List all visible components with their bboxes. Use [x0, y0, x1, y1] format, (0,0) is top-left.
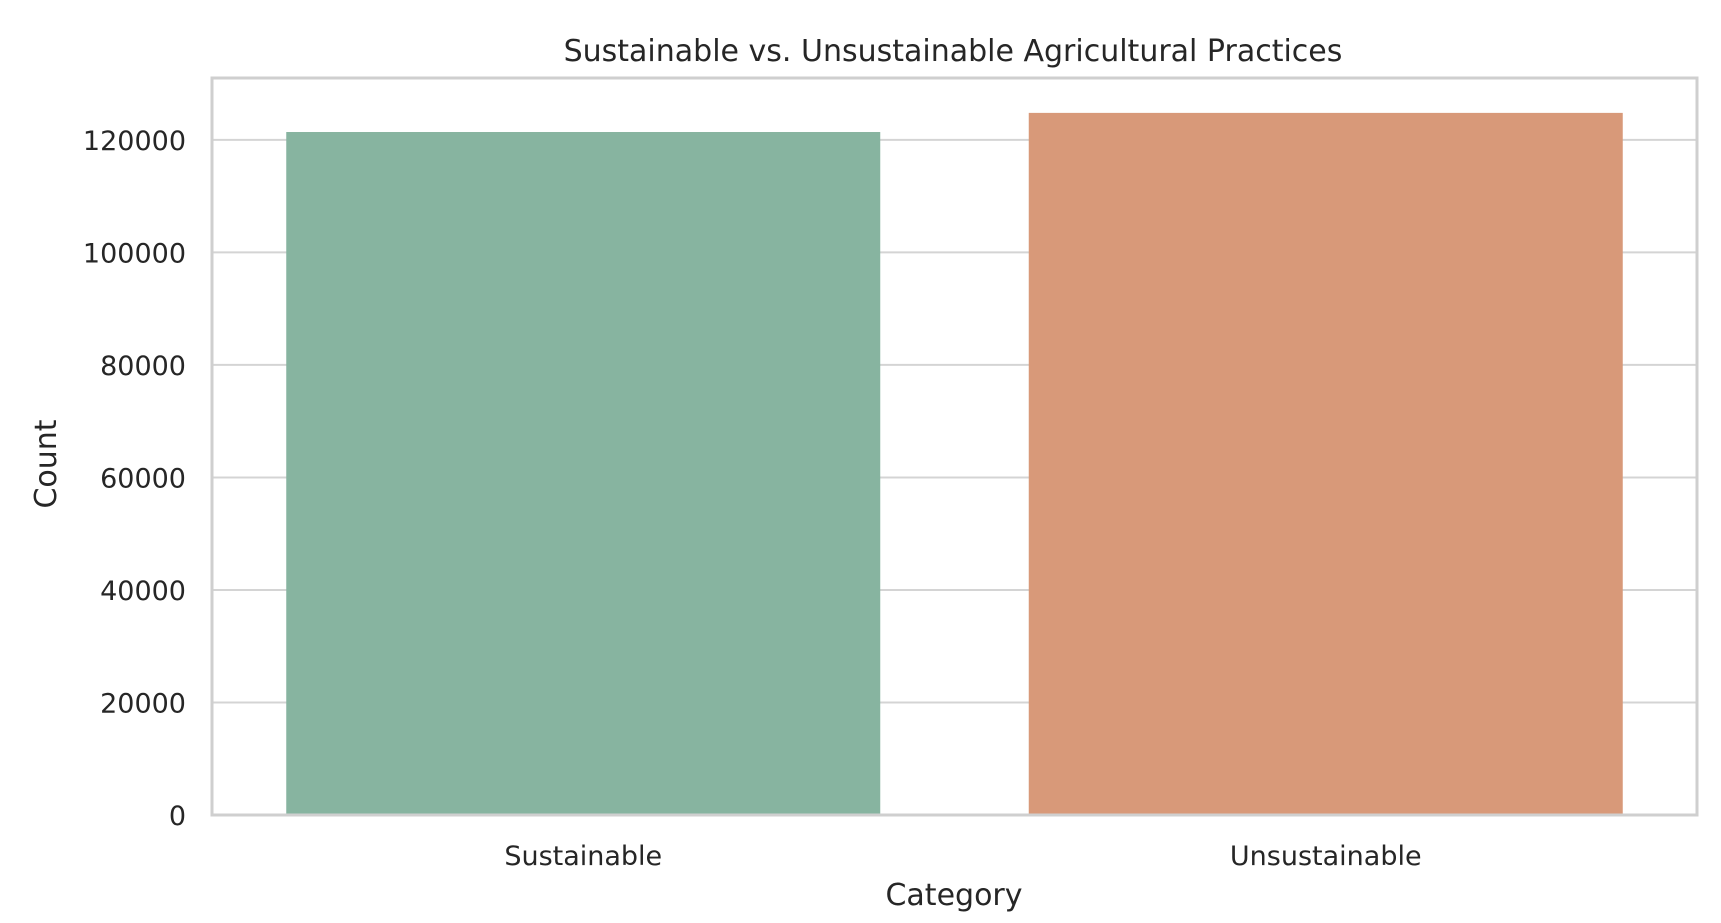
y-axis-ticks: 0 20000 40000 60000 80000 100000 120000 — [83, 126, 186, 832]
x-axis-ticks: Sustainable Unsustainable — [504, 841, 1421, 872]
plot-frame — [210, 76, 1699, 817]
bar-sustainable — [286, 132, 881, 815]
x-tick-label: Sustainable — [504, 841, 662, 872]
y-tick-label: 40000 — [100, 576, 186, 607]
chart-title: Sustainable vs. Unsustainable Agricultur… — [564, 34, 1343, 69]
y-tick-label: 100000 — [83, 238, 186, 269]
y-tick-label: 80000 — [100, 351, 186, 382]
bar-unsustainable — [1028, 112, 1623, 815]
y-axis-label: Count — [29, 419, 64, 508]
x-tick-label: Unsustainable — [1230, 841, 1422, 872]
y-tick-label: 0 — [169, 801, 186, 832]
y-tick-label: 120000 — [83, 126, 186, 157]
y-tick-label: 20000 — [100, 688, 186, 719]
x-axis-label: Category — [885, 878, 1022, 913]
bars — [286, 112, 1623, 815]
y-tick-label: 60000 — [100, 463, 186, 494]
